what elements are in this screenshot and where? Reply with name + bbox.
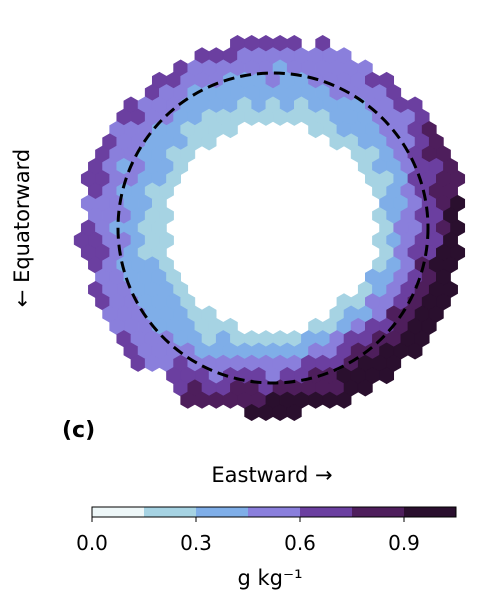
colorbar-tick-label: 0.0	[76, 531, 108, 555]
hexbin-map	[73, 34, 466, 422]
colorbar-bin	[352, 507, 404, 517]
hex-cell	[407, 342, 423, 360]
colorbar: 0.0 0.3 0.6 0.9	[76, 506, 457, 555]
hex-cell	[222, 121, 238, 139]
colorbar-bin	[248, 507, 300, 517]
colorbar-bin	[404, 507, 456, 517]
colorbar-tick-label: 0.6	[284, 531, 316, 555]
hex-cell	[357, 379, 373, 397]
x-axis-label: Eastward →	[211, 463, 332, 487]
colorbar-tick-label: 0.9	[388, 531, 420, 555]
colorbar-tick-label: 0.3	[180, 531, 212, 555]
panel-label: (c)	[62, 418, 95, 443]
colorbar-bin	[300, 507, 352, 517]
hex-cell	[336, 391, 352, 409]
colorbar-bin	[144, 507, 196, 517]
y-axis-label: ← Equatorward	[10, 149, 34, 307]
colorbar-bin	[92, 507, 144, 517]
hex-cell	[286, 403, 302, 422]
hex-cell	[201, 133, 217, 151]
colorbar-frame	[91, 506, 457, 518]
colorbar-label: g kg⁻¹	[238, 566, 303, 590]
colorbar-bin	[196, 507, 248, 517]
reference-circle	[116, 71, 430, 385]
hex-cell	[379, 367, 395, 385]
